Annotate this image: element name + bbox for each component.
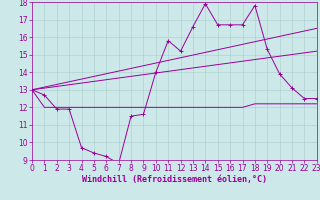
X-axis label: Windchill (Refroidissement éolien,°C): Windchill (Refroidissement éolien,°C) <box>82 175 267 184</box>
